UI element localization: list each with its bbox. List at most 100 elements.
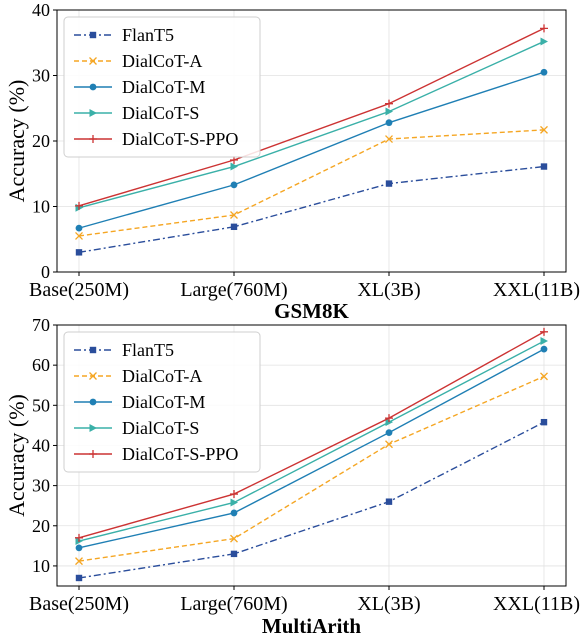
- panel-2-legend-box: [63, 331, 261, 473]
- panel-2-series-2-point-3: [385, 440, 393, 449]
- panel-2-chart: 10 20 30 40 50 60 70 Base(250M) Large(760M) XL(3B…: [4, 315, 580, 638]
- panel-1-series-1-point-3: [385, 180, 393, 187]
- panel-2-series-2-point-4: [540, 372, 548, 381]
- panel-2-legend-label-5: DialCoT-S-PPO: [122, 444, 238, 464]
- panel-2-series-5-point-3: [385, 414, 393, 423]
- panel-2-y-tick-label-4: 50: [32, 395, 50, 415]
- panel-1-series-5-point-1: [75, 201, 83, 210]
- panel-2-legend: FlanT5 DialCoT-A DialCoT-M DialCoT-S DialCoT…: [63, 331, 261, 473]
- panel-2-x-tick-label-1: Large(760M): [180, 593, 287, 615]
- panel-2-y-tick-label-3: 40: [32, 435, 50, 455]
- panel-1-y-tick-label-1: 10: [32, 197, 50, 217]
- panel-1-series-4-point-3: [385, 107, 393, 116]
- panel-1-legend-label-4: DialCoT-S: [122, 103, 199, 123]
- panel-1-legend-label-3: DialCoT-M: [122, 77, 205, 97]
- panel-2-series-1-point-2: [230, 550, 238, 558]
- panel-2-legend-label-1: FlanT5: [122, 340, 174, 360]
- panel-1-y-tick-label-4: 40: [32, 0, 50, 20]
- panel-1-series-2-line: [78, 129, 545, 237]
- panel-1-series-4-line: [78, 40, 545, 209]
- panel-1-series-1-point-2: [230, 223, 238, 231]
- panel-2-series-1-line: [78, 421, 545, 579]
- panel-1-legend-label-2: DialCoT-A: [122, 51, 202, 71]
- panel-1-series-1-line: [78, 165, 545, 254]
- panel-1-series-4-point-4: [540, 37, 548, 46]
- panel-2-series-5: [75, 327, 548, 542]
- panel-1-series-3: [75, 68, 548, 232]
- panel-1-series-1: [75, 163, 548, 256]
- panel-2-series-5-point-4: [540, 327, 548, 336]
- panel-1-series-3-point-4: [540, 68, 548, 76]
- panel-1-series-1-point-4: [540, 163, 548, 170]
- panel-2-series-4-point-4: [540, 337, 548, 346]
- panel-2-series-2: [75, 372, 548, 566]
- panel-2-series-3-line: [78, 348, 545, 549]
- panel-2-legend-marker-3: [89, 398, 97, 406]
- panel-2-x-tick-label-0: Base(250M): [29, 593, 129, 615]
- panel-1-series-1-point-1: [75, 249, 83, 256]
- panel-1-y-tick-label-0: 0: [41, 262, 50, 282]
- panel-2-legend-label-3: DialCoT-M: [122, 392, 205, 412]
- panel-2-y-axis-label: Accuracy (%): [4, 394, 29, 517]
- panel-2-y-tick-label-2: 30: [32, 476, 50, 496]
- panel-2-series-1-point-4: [540, 418, 548, 426]
- panel-2-y-tick-label-1: 20: [32, 516, 50, 536]
- panel-1-legend-marker-2: [89, 57, 97, 65]
- panel-2-title: MultiArith: [262, 614, 361, 638]
- panel-2-series-5-point-2: [230, 490, 238, 499]
- panel-1-series-3-point-2: [230, 181, 238, 189]
- panel-1-legend-marker-1: [89, 31, 97, 39]
- panel-1-y-tick-label-3: 30: [32, 66, 50, 86]
- panel-1-legend-label-1: FlanT5: [122, 25, 174, 45]
- panel-1-legend-label-5: DialCoT-S-PPO: [122, 129, 238, 149]
- panel-2-series-3-point-3: [385, 429, 393, 437]
- panel-2-series-5-line: [78, 331, 545, 539]
- panel-1-legend-marker-5: [89, 135, 97, 143]
- panel-1-series-2-point-3: [385, 135, 393, 143]
- panel-2-legend-label-2: DialCoT-A: [122, 366, 202, 386]
- panel-1-y-tick-label-2: 20: [32, 131, 50, 151]
- panel-2-plot-frame: [56, 324, 567, 587]
- panel-1-series-2-point-4: [540, 125, 548, 134]
- panel-2-series-3: [75, 345, 548, 552]
- panel-2-series-5-point-1: [75, 533, 83, 542]
- panel-1-chart: 0 10 20 30 40 Base(250M) Large(760M) XL(3B) XXL(…: [4, 0, 580, 323]
- panel-2-legend-marker-4: [89, 424, 97, 432]
- panel-2-legend-marker-1: [89, 346, 97, 354]
- panel-2-y-tick-label-5: 60: [32, 355, 50, 375]
- panel-1-legend: FlanT5 DialCoT-A DialCoT-M DialCoT-S DialCoT…: [63, 16, 261, 158]
- panel-1-series-2: [75, 125, 548, 240]
- panel-1-series-5-point-3: [385, 99, 393, 108]
- panel-1-legend-marker-3: [89, 83, 97, 91]
- panel-2-series-3-point-1: [75, 544, 83, 552]
- panel-1-series-4-point-2: [230, 162, 238, 171]
- panel-1-series-3-point-1: [75, 224, 83, 232]
- panel-1-x-tick-label-3: XXL(11B): [493, 279, 580, 301]
- panel-2-series-3-point-4: [540, 345, 548, 353]
- panel-2-series-2-point-2: [230, 534, 238, 543]
- panel-2-x-tick-label-3: XXL(11B): [493, 593, 580, 615]
- panel-1-series-3-point-3: [385, 119, 393, 127]
- panel-2-y-tick-label-0: 10: [32, 556, 50, 576]
- panel-2-legend-label-4: DialCoT-S: [122, 418, 199, 438]
- panel-2-series-3-point-2: [230, 509, 238, 517]
- panel-2-x-tick-label-2: XL(3B): [357, 593, 420, 615]
- panel-2-series-2-point-1: [75, 557, 83, 566]
- panel-1-series-2-point-1: [75, 232, 83, 240]
- panel-1-legend-box: [63, 16, 261, 158]
- panel-2-legend-marker-5: [89, 450, 97, 458]
- panel-1-legend-marker-4: [89, 109, 97, 117]
- panel-2-y-tick-label-6: 70: [32, 315, 50, 335]
- panel-2-series-1: [75, 418, 548, 582]
- panel-1-x-tick-label-2: XL(3B): [357, 279, 420, 301]
- panel-1-y-axis-label: Accuracy (%): [4, 80, 29, 203]
- panel-2-legend-marker-2: [89, 372, 97, 380]
- panel-1-series-3-line: [78, 71, 545, 229]
- panel-1-series-2-point-2: [230, 211, 238, 219]
- panel-1-x-tick-label-1: Large(760M): [180, 279, 287, 301]
- panel-2-series-1-point-1: [75, 574, 83, 582]
- panel-2-series-4-line: [78, 340, 545, 542]
- panel-1-title: GSM8K: [274, 299, 349, 323]
